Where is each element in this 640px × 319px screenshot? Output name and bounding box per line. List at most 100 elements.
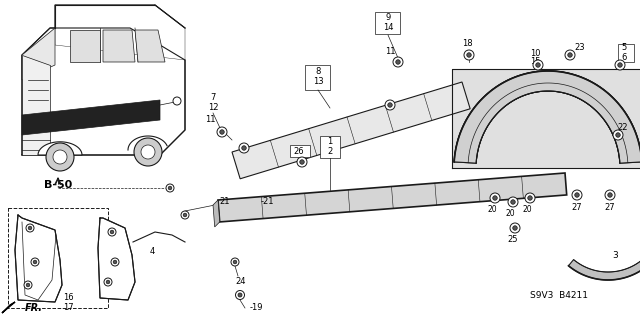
- Circle shape: [300, 160, 304, 164]
- Text: 3: 3: [612, 250, 618, 259]
- Circle shape: [141, 145, 155, 159]
- Circle shape: [297, 157, 307, 167]
- Circle shape: [613, 130, 623, 140]
- Circle shape: [26, 283, 30, 287]
- Polygon shape: [22, 28, 185, 155]
- Polygon shape: [213, 200, 220, 227]
- Polygon shape: [454, 71, 640, 163]
- Circle shape: [572, 190, 582, 200]
- Circle shape: [615, 60, 625, 70]
- Circle shape: [388, 103, 392, 107]
- Circle shape: [217, 127, 227, 137]
- Text: 17: 17: [63, 303, 74, 313]
- Text: 1: 1: [328, 137, 333, 146]
- Circle shape: [536, 63, 540, 67]
- Circle shape: [575, 193, 579, 197]
- Circle shape: [26, 224, 34, 232]
- Text: 11: 11: [205, 115, 215, 124]
- Circle shape: [490, 193, 500, 203]
- Circle shape: [183, 213, 187, 217]
- Polygon shape: [70, 30, 100, 62]
- Circle shape: [236, 291, 244, 300]
- Circle shape: [533, 60, 543, 70]
- Circle shape: [106, 280, 110, 284]
- Bar: [375, 12, 400, 34]
- Circle shape: [108, 228, 116, 236]
- Polygon shape: [15, 215, 62, 302]
- Text: 22: 22: [618, 123, 628, 132]
- Text: 20: 20: [522, 205, 532, 214]
- Circle shape: [220, 130, 224, 134]
- Circle shape: [385, 100, 395, 110]
- Text: 6: 6: [621, 53, 627, 62]
- Bar: [8, 208, 108, 308]
- Text: 21: 21: [220, 197, 230, 206]
- Polygon shape: [568, 231, 640, 280]
- Circle shape: [111, 258, 119, 266]
- Text: 26: 26: [294, 147, 304, 157]
- Text: 1: 1: [328, 137, 333, 146]
- Circle shape: [134, 138, 162, 166]
- Polygon shape: [454, 71, 640, 163]
- Circle shape: [528, 196, 532, 200]
- Circle shape: [46, 143, 74, 171]
- Text: 4: 4: [149, 248, 155, 256]
- Text: 6: 6: [621, 53, 627, 62]
- Text: -21: -21: [260, 197, 274, 206]
- Text: 18: 18: [461, 40, 472, 48]
- Polygon shape: [98, 218, 135, 300]
- Circle shape: [464, 50, 474, 60]
- Text: 15: 15: [530, 57, 540, 66]
- Circle shape: [242, 146, 246, 150]
- Polygon shape: [2, 302, 15, 313]
- Text: FR.: FR.: [25, 303, 43, 313]
- Text: B-50: B-50: [44, 180, 72, 190]
- Polygon shape: [232, 82, 470, 179]
- Circle shape: [568, 53, 572, 57]
- Text: 11: 11: [385, 48, 396, 56]
- Circle shape: [233, 260, 237, 264]
- Circle shape: [510, 223, 520, 233]
- Circle shape: [24, 281, 32, 289]
- Text: S9V3  B4211: S9V3 B4211: [530, 291, 588, 300]
- Circle shape: [605, 190, 615, 200]
- Text: 14: 14: [383, 24, 393, 33]
- Text: 9: 9: [385, 13, 390, 23]
- Text: 8: 8: [316, 68, 321, 77]
- Circle shape: [113, 260, 117, 264]
- Text: 13: 13: [313, 78, 323, 86]
- Circle shape: [525, 193, 535, 203]
- Text: 27: 27: [605, 203, 615, 211]
- Polygon shape: [22, 28, 55, 80]
- Polygon shape: [38, 142, 82, 155]
- Polygon shape: [22, 55, 50, 155]
- Polygon shape: [452, 69, 640, 168]
- Circle shape: [565, 50, 575, 60]
- Circle shape: [396, 60, 400, 64]
- Text: 20: 20: [505, 209, 515, 218]
- Polygon shape: [55, 5, 185, 60]
- Text: 10: 10: [530, 48, 540, 57]
- Circle shape: [110, 230, 114, 234]
- Text: 26: 26: [294, 147, 304, 157]
- Circle shape: [508, 197, 518, 207]
- Bar: [305, 65, 330, 90]
- Circle shape: [513, 226, 517, 230]
- Circle shape: [393, 57, 403, 67]
- Circle shape: [616, 133, 620, 137]
- Circle shape: [166, 184, 174, 192]
- Circle shape: [493, 196, 497, 200]
- Text: 24: 24: [236, 277, 246, 286]
- Circle shape: [168, 186, 172, 190]
- Bar: [618, 44, 634, 62]
- Circle shape: [231, 258, 239, 266]
- Text: 25: 25: [508, 235, 518, 244]
- Text: 2: 2: [328, 147, 333, 157]
- Bar: [290, 145, 310, 157]
- Circle shape: [104, 278, 112, 286]
- Polygon shape: [135, 30, 165, 62]
- Circle shape: [173, 97, 181, 105]
- Text: 7: 7: [211, 93, 216, 101]
- Text: 5: 5: [621, 43, 627, 53]
- Polygon shape: [218, 173, 566, 222]
